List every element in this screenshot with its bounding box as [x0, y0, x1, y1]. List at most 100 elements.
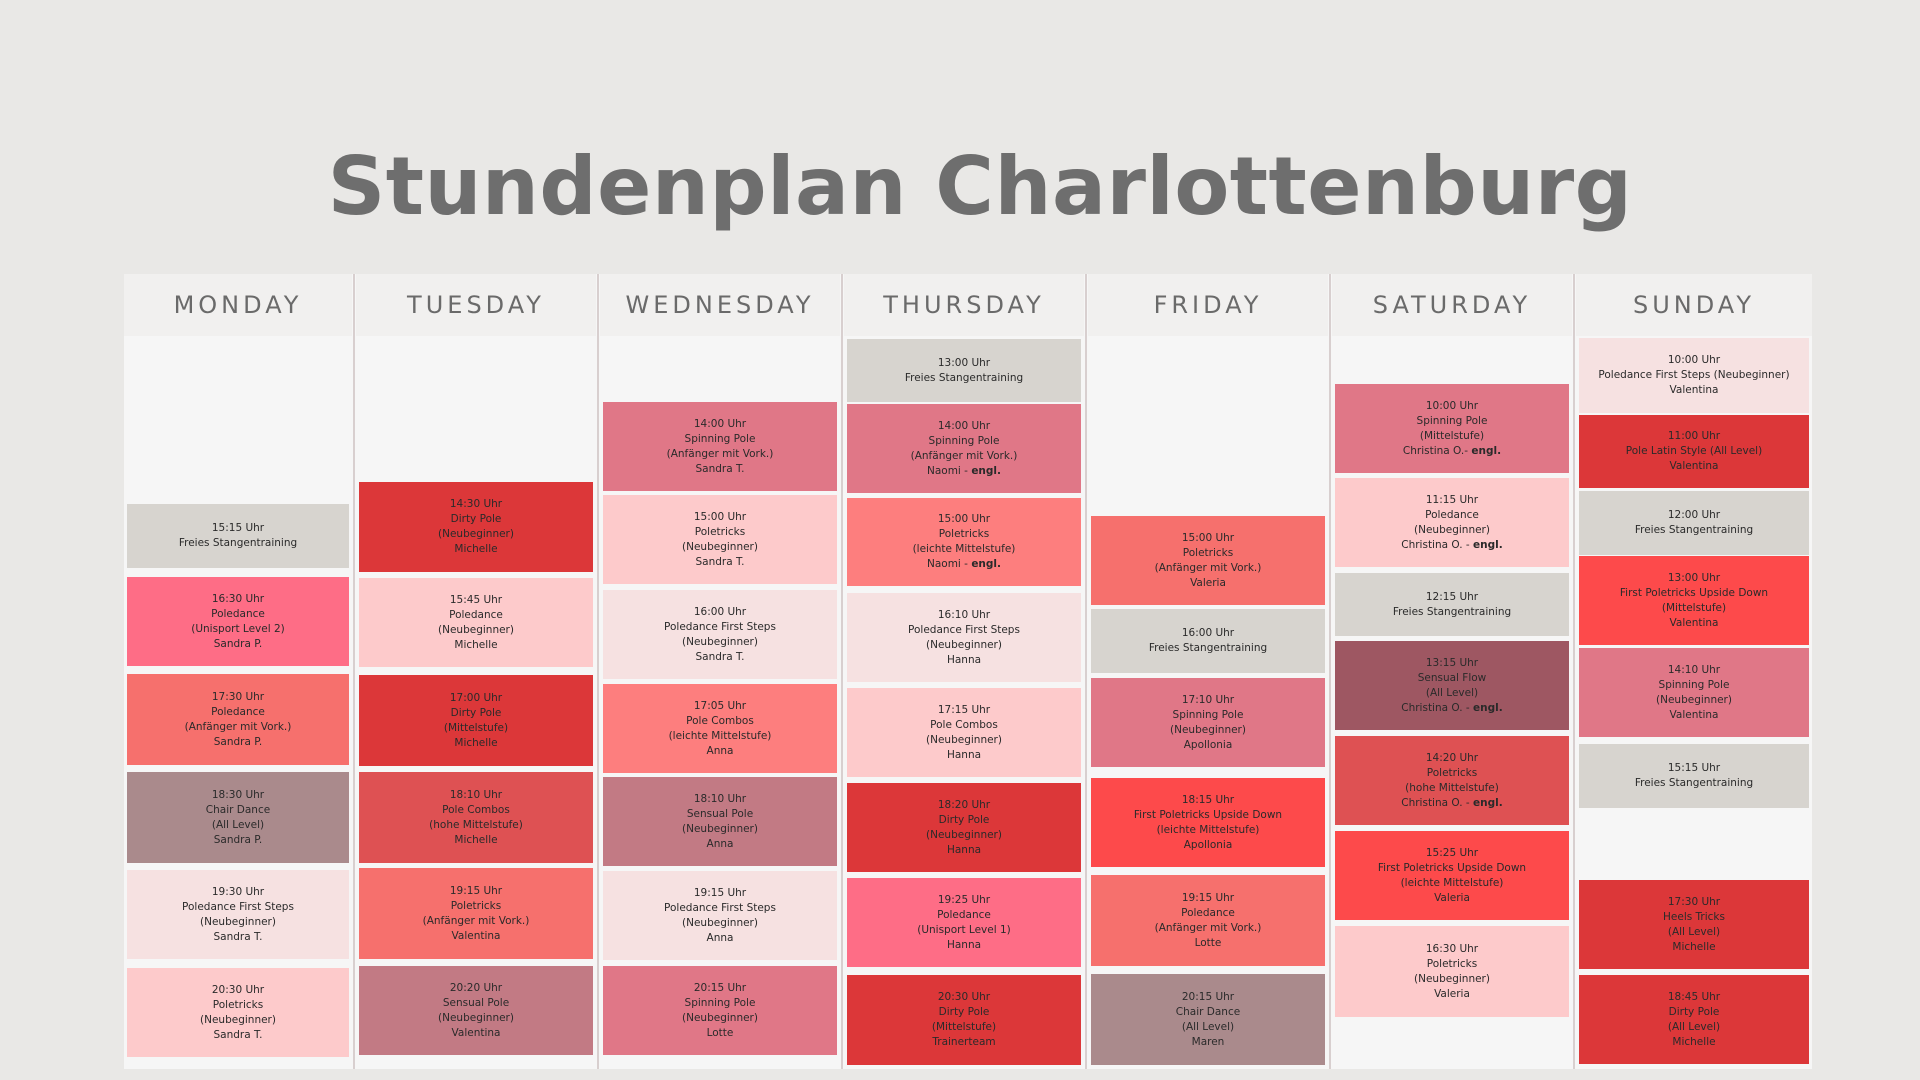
- class-detail: (Neubeginner): [682, 822, 758, 837]
- class-trainer: Anna: [707, 837, 734, 852]
- class-card[interactable]: 17:05 Uhr Pole Combos (leichte Mittelstufe…: [603, 684, 837, 773]
- class-card[interactable]: 14:00 Uhr Spinning Pole (Anfänger mit Vork…: [603, 402, 837, 491]
- day-header-sunday: SUNDAY: [1576, 274, 1812, 336]
- class-time: 13:15 Uhr: [1425, 656, 1479, 669]
- class-detail: Dirty Pole: [451, 706, 502, 721]
- class-card[interactable]: 19:15 Uhr Poletricks (Anfänger mit Vork.) V…: [359, 868, 593, 959]
- class-card[interactable]: 15:15 Uhr Freies Stangentraining: [127, 504, 349, 568]
- class-card[interactable]: 15:00 Uhr Poletricks (Neubeginner) Sandra T…: [603, 495, 837, 584]
- class-time: 10:00 Uhr: [1667, 354, 1721, 366]
- class-card[interactable]: 10:00 Uhr Poledance First Steps (Neubegin…: [1579, 338, 1809, 413]
- class-card[interactable]: 20:20 Uhr Sensual Pole (Neubeginner) Valent…: [359, 966, 593, 1055]
- class-card[interactable]: 12:00 Uhr Freies Stangentraining: [1579, 491, 1809, 555]
- class-line-text: Sandra P.: [213, 833, 263, 846]
- class-card[interactable]: 19:25 Uhr Poledance (Unisport Level 1) Hann…: [847, 878, 1081, 967]
- class-line-text: (leichte Mittelstufe): [1400, 876, 1504, 889]
- class-detail: Freies Stangentraining: [905, 371, 1023, 386]
- class-trainer: Apollonia: [1184, 838, 1233, 853]
- class-trainer: Valeria: [1434, 891, 1470, 906]
- day-header-friday: FRIDAY: [1088, 274, 1328, 336]
- class-card[interactable]: 20:15 Uhr Spinning Pole (Neubeginner) Lotte: [603, 966, 837, 1055]
- class-detail: (Mittelstufe): [1420, 429, 1484, 444]
- class-detail: Poletricks: [213, 998, 263, 1013]
- class-card[interactable]: 16:30 Uhr Poledance (Unisport Level 2) Sand…: [127, 577, 349, 666]
- class-card[interactable]: 20:30 Uhr Poletricks (Neubeginner) Sandra T…: [127, 968, 349, 1057]
- class-card[interactable]: 13:00 Uhr Freies Stangentraining: [847, 339, 1081, 402]
- class-card[interactable]: 20:15 Uhr Chair Dance (All Level) Maren: [1091, 974, 1325, 1065]
- class-detail: (leichte Mittelstufe): [1401, 876, 1504, 891]
- class-detail: (Anfänger mit Vork.): [667, 447, 774, 462]
- class-card[interactable]: 14:10 Uhr Spinning Pole (Neubeginner) Valen…: [1579, 648, 1809, 737]
- class-time: 18:45 Uhr: [1667, 990, 1721, 1003]
- class-trainer: Michelle: [454, 638, 497, 653]
- class-line-text: Sandra T.: [213, 1028, 263, 1041]
- class-card[interactable]: 14:20 Uhr Poletricks (hohe Mittelstufe) Chr…: [1335, 736, 1569, 825]
- class-card[interactable]: 10:00 Uhr Spinning Pole (Mittelstufe) Chris…: [1335, 384, 1569, 473]
- class-trainer: Naomi - engl.: [927, 464, 1001, 479]
- class-line-text: Freies Stangentraining: [1634, 777, 1754, 789]
- class-line-text: (Neubeginner): [200, 1013, 276, 1026]
- class-card[interactable]: 11:00 Uhr Pole Latin Style (All Level) Val…: [1579, 415, 1809, 488]
- class-detail: Freies Stangentraining: [1393, 605, 1511, 620]
- class-detail: (leichte Mittelstufe): [913, 542, 1016, 557]
- class-trainer: Valeria: [1190, 576, 1226, 591]
- class-card[interactable]: 11:15 Uhr Poledance (Neubeginner) Christina…: [1335, 478, 1569, 567]
- class-detail: (hohe Mittelstufe): [429, 818, 523, 833]
- class-card[interactable]: 16:10 Uhr Poledance First Steps (Neubeginn…: [847, 593, 1081, 682]
- class-line-text: Poletricks: [1426, 766, 1478, 779]
- schedule-board: MONDAY 15:15 Uhr Freies Stangentraining 16:…: [124, 274, 1812, 1069]
- class-time: 15:00 Uhr: [937, 513, 991, 525]
- class-card[interactable]: 15:00 Uhr Poletricks (leichte Mittelstufe)…: [847, 498, 1081, 586]
- class-line-text: Spinning Pole: [928, 434, 1000, 447]
- class-card[interactable]: 15:25 Uhr First Poletricks Upside Down (le…: [1335, 831, 1569, 920]
- class-card[interactable]: 18:45 Uhr Dirty Pole (All Level) Michelle: [1579, 975, 1809, 1064]
- class-trainer: Michelle: [1672, 940, 1715, 955]
- class-line-text: (leichte Mittelstufe): [668, 729, 772, 742]
- class-line-text: Maren: [1191, 1035, 1225, 1048]
- class-card[interactable]: 20:30 Uhr Dirty Pole (Mittelstufe) Trainert…: [847, 975, 1081, 1065]
- class-card[interactable]: 13:00 Uhr First Poletricks Upside Down (Mi…: [1579, 556, 1809, 645]
- class-trainer: Valentina: [452, 929, 501, 944]
- class-card[interactable]: 15:15 Uhr Freies Stangentraining: [1579, 744, 1809, 808]
- class-line-text: Christina O. -: [1401, 538, 1474, 551]
- class-card[interactable]: 14:00 Uhr Spinning Pole (Anfänger mit Vork…: [847, 404, 1081, 493]
- class-detail: (Mittelstufe): [932, 1020, 996, 1035]
- class-card[interactable]: 12:15 Uhr Freies Stangentraining: [1335, 573, 1569, 636]
- class-time: 16:10 Uhr: [937, 608, 991, 621]
- class-line-text: (Neubeginner): [682, 1011, 758, 1024]
- class-time: 20:20 Uhr: [449, 981, 503, 994]
- class-card[interactable]: 18:10 Uhr Pole Combos (hohe Mittelstufe) Mi…: [359, 772, 593, 863]
- class-card[interactable]: 18:15 Uhr First Poletricks Upside Down (le…: [1091, 778, 1325, 867]
- class-line-text: Apollonia: [1183, 738, 1233, 751]
- class-line-text: Poletricks: [1182, 546, 1234, 559]
- class-detail: Poletricks: [451, 899, 501, 914]
- class-card[interactable]: 16:30 Uhr Poletricks (Neubeginner) Valeria: [1335, 926, 1569, 1017]
- class-card[interactable]: 19:15 Uhr Poledance (Anfänger mit Vork.) Lo…: [1091, 875, 1325, 966]
- class-trainer: Hanna: [947, 748, 981, 763]
- class-line-text: Poledance First Steps: [182, 900, 294, 913]
- class-time: 16:00 Uhr: [693, 605, 747, 618]
- class-card[interactable]: 13:15 Uhr Sensual Flow (All Level) Christin…: [1335, 641, 1569, 730]
- class-card[interactable]: 17:10 Uhr Spinning Pole (Neubeginner) Apoll…: [1091, 678, 1325, 767]
- class-card[interactable]: 18:20 Uhr Dirty Pole (Neubeginner) Hanna: [847, 783, 1081, 872]
- class-line-text: (Unisport Level 2): [191, 622, 285, 635]
- class-card[interactable]: 16:00 Uhr Poledance First Steps (Neubeginn…: [603, 590, 837, 679]
- class-card[interactable]: 16:00 Uhr Freies Stangentraining: [1091, 609, 1325, 673]
- class-card[interactable]: 18:30 Uhr Chair Dance (All Level) Sandra P.: [127, 772, 349, 863]
- class-card[interactable]: 19:15 Uhr Poledance First Steps (Neubeginn…: [603, 871, 837, 960]
- class-time: 15:15 Uhr: [1667, 762, 1721, 774]
- class-detail: Spinning Pole: [929, 434, 1000, 449]
- class-card[interactable]: 15:45 Uhr Poledance (Neubeginner) Michelle: [359, 578, 593, 667]
- class-card[interactable]: 14:30 Uhr Dirty Pole (Neubeginner) Michelle: [359, 482, 593, 572]
- class-card[interactable]: 17:00 Uhr Dirty Pole (Mittelstufe) Michelle: [359, 675, 593, 766]
- class-line-text: (hohe Mittelstufe): [1405, 781, 1499, 794]
- class-card[interactable]: 15:00 Uhr Poletricks (Anfänger mit Vork.) V…: [1091, 516, 1325, 605]
- class-line-text: Dirty Pole: [938, 1006, 990, 1018]
- class-line-text: (Unisport Level 1): [917, 923, 1011, 936]
- class-card[interactable]: 17:30 Uhr Heels Tricks (All Level) Michelle: [1579, 880, 1809, 969]
- class-card[interactable]: 19:30 Uhr Poledance First Steps (Neubeginn…: [127, 870, 349, 959]
- class-card[interactable]: 17:15 Uhr Pole Combos (Neubeginner) Hanna: [847, 688, 1081, 777]
- class-card[interactable]: 18:10 Uhr Sensual Pole (Neubeginner) Anna: [603, 777, 837, 866]
- class-line-text: (Anfänger mit Vork.): [1154, 921, 1262, 934]
- class-card[interactable]: 17:30 Uhr Poledance (Anfänger mit Vork.) Sa…: [127, 674, 349, 765]
